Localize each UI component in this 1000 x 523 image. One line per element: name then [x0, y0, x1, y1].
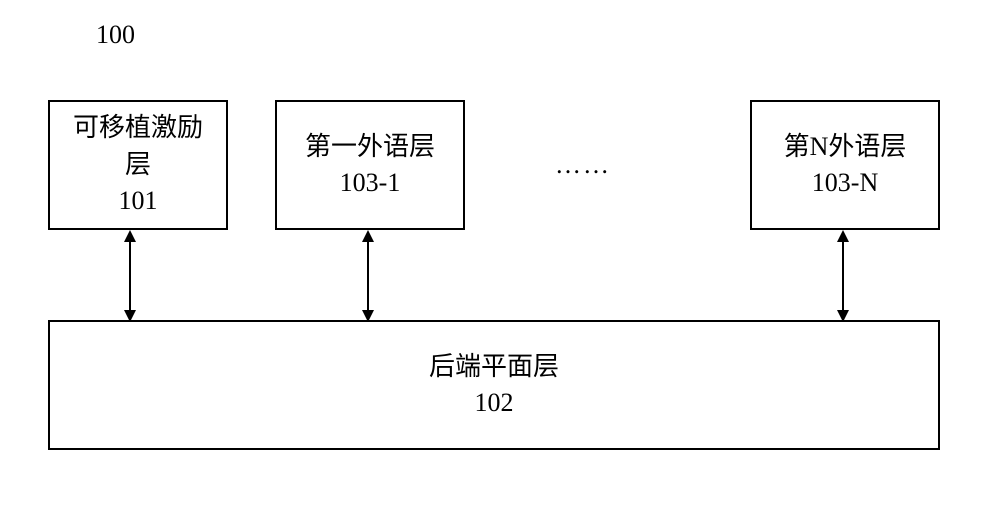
arrow-103-n-to-102 — [833, 230, 853, 322]
node-title-line1: 第一外语层 — [305, 129, 435, 165]
ellipsis-indicator: …… — [555, 150, 611, 180]
node-title-line1: 第N外语层 — [784, 129, 907, 165]
node-first-foreign-layer: 第一外语层 103-1 — [275, 100, 465, 230]
node-portable-stimulus-layer: 可移植激励 层 101 — [48, 100, 228, 230]
node-backend-plane-layer: 后端平面层 102 — [48, 320, 940, 450]
node-title-line2: 层 — [125, 147, 151, 183]
node-ref: 101 — [119, 183, 158, 219]
node-ref: 103-1 — [340, 165, 401, 201]
system-ref-text: 100 — [96, 20, 135, 49]
node-title-line1: 可移植激励 — [73, 110, 203, 146]
arrow-101-to-102 — [120, 230, 140, 322]
node-nth-foreign-layer: 第N外语层 103-N — [750, 100, 940, 230]
node-ref: 103-N — [812, 165, 878, 201]
node-title-line1: 后端平面层 — [429, 349, 559, 385]
node-ref: 102 — [475, 385, 514, 421]
ellipsis-text: …… — [555, 150, 611, 179]
arrow-103-1-to-102 — [358, 230, 378, 322]
architecture-diagram: 100 可移植激励 层 101 第一外语层 103-1 …… 第N外语层 103… — [0, 0, 1000, 523]
system-reference-label: 100 — [96, 20, 135, 50]
